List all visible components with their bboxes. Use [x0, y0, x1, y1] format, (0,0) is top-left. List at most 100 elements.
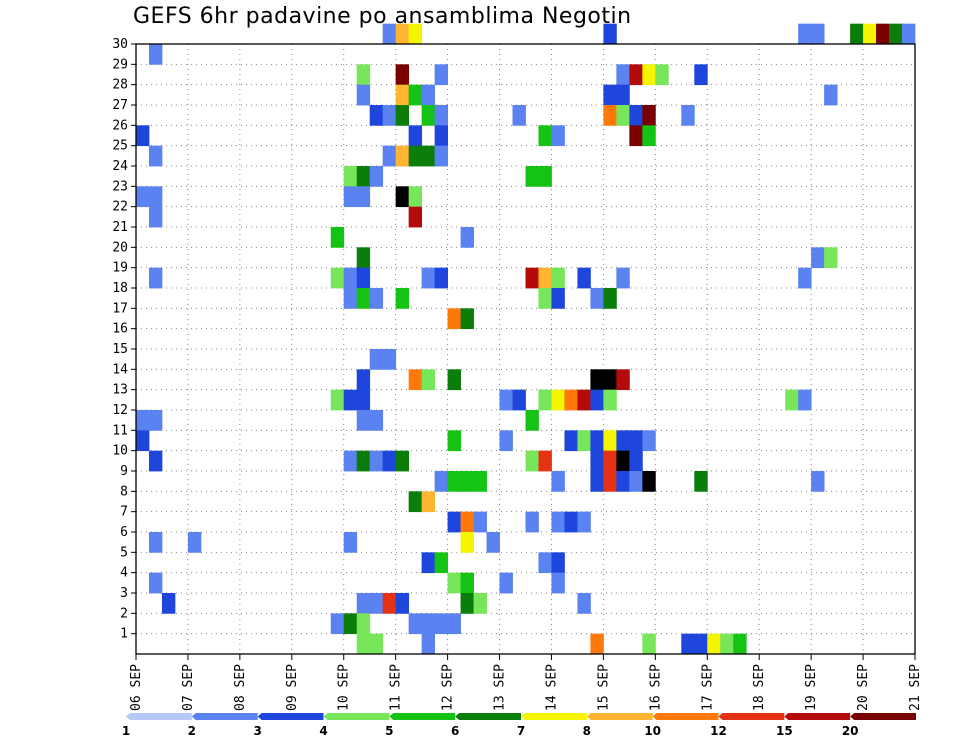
y-tick-label: 14	[112, 362, 128, 377]
legend-swatch	[850, 713, 916, 720]
data-cell	[603, 288, 617, 309]
data-cell	[512, 389, 526, 411]
data-cell	[408, 491, 423, 513]
data-cell	[161, 593, 176, 614]
x-tick-label: 12 SEP	[441, 664, 456, 711]
data-cell	[343, 613, 358, 635]
data-cell	[382, 145, 397, 167]
legend-swatch	[521, 713, 587, 720]
y-tick-label: 30	[112, 37, 128, 52]
y-tick-label: 13	[112, 383, 128, 398]
data-cell	[421, 552, 436, 574]
data-cell	[395, 145, 410, 167]
data-cell	[590, 389, 604, 411]
data-cell	[460, 308, 474, 330]
y-tick-label: 18	[112, 281, 128, 296]
legend-label: 2	[188, 724, 196, 738]
data-cell	[811, 471, 825, 492]
data-cell	[343, 389, 358, 411]
y-tick-label: 24	[112, 159, 128, 174]
data-cell	[525, 267, 539, 289]
data-cell	[525, 166, 539, 187]
data-cell	[616, 430, 630, 452]
data-cell	[434, 145, 448, 167]
data-cell	[408, 23, 423, 45]
data-cell	[356, 633, 371, 655]
data-cell	[642, 471, 656, 492]
data-cell	[148, 206, 163, 228]
data-cell	[551, 552, 565, 574]
legend-label: 20	[842, 724, 859, 738]
legend-label: 3	[253, 724, 261, 738]
y-tick-label: 19	[112, 261, 128, 276]
x-tick-label: 08 SEP	[233, 664, 248, 711]
data-cell	[694, 471, 708, 492]
legend-swatch	[652, 713, 719, 720]
y-tick-label: 4	[120, 566, 128, 581]
data-cell	[369, 349, 384, 370]
data-cell	[434, 267, 448, 289]
data-cell	[187, 532, 202, 553]
data-cell	[551, 267, 565, 289]
data-cell	[434, 552, 448, 574]
y-tick-label: 20	[112, 240, 128, 255]
x-tick-label: 20 SEP	[856, 664, 871, 711]
data-cell	[460, 511, 474, 533]
data-cell	[538, 125, 552, 147]
legend-swatch	[455, 713, 521, 720]
data-cell	[577, 267, 591, 289]
data-cell	[356, 64, 371, 86]
data-cell	[694, 633, 708, 655]
y-tick-label: 12	[112, 403, 128, 418]
data-cell	[447, 430, 461, 452]
data-cell	[356, 288, 371, 309]
data-cell	[356, 84, 371, 106]
data-cell	[538, 288, 552, 309]
legend-swatch	[784, 713, 851, 720]
y-tick-label: 26	[112, 118, 128, 133]
data-cell	[447, 471, 461, 492]
data-cell	[798, 23, 812, 45]
x-tick-label: 17 SEP	[700, 664, 715, 711]
data-cell	[447, 572, 461, 594]
data-cell	[434, 64, 448, 86]
data-cell	[136, 430, 150, 452]
legend-swatch	[191, 713, 258, 720]
color-legend: 1 2 3 4 5 6 7 8 10 12 15 20	[122, 713, 916, 738]
legend-label: 4	[319, 724, 327, 738]
data-cell	[356, 166, 371, 187]
x-tick-label: 14 SEP	[544, 664, 559, 711]
data-cell	[148, 410, 163, 431]
x-tick-label: 11 SEP	[389, 664, 404, 711]
data-cell	[616, 64, 630, 86]
data-cell	[564, 430, 578, 452]
data-cell	[395, 288, 410, 309]
data-cell	[356, 369, 371, 391]
data-cell	[811, 23, 825, 45]
data-cell	[395, 105, 410, 126]
data-cell	[629, 430, 643, 452]
data-cell	[395, 450, 410, 472]
data-cell	[421, 267, 436, 289]
data-cell	[148, 572, 163, 594]
data-cell	[408, 84, 423, 106]
x-tick-label: 15 SEP	[596, 664, 611, 711]
data-cell	[642, 64, 656, 86]
data-cell	[551, 572, 565, 594]
data-cell	[642, 430, 656, 452]
data-cell	[642, 105, 656, 126]
data-cell	[369, 166, 384, 187]
data-cell	[616, 267, 630, 289]
data-cell	[499, 572, 513, 594]
data-cell	[421, 633, 436, 655]
data-cell	[447, 369, 461, 391]
legend-swatch	[126, 713, 192, 720]
data-cell	[551, 288, 565, 309]
data-cell	[136, 410, 150, 431]
data-cell	[590, 471, 604, 492]
data-cell	[330, 389, 345, 411]
y-tick-label: 11	[112, 423, 128, 438]
data-cell	[369, 288, 384, 309]
y-tick-label: 21	[112, 220, 128, 235]
data-cell	[447, 308, 461, 330]
